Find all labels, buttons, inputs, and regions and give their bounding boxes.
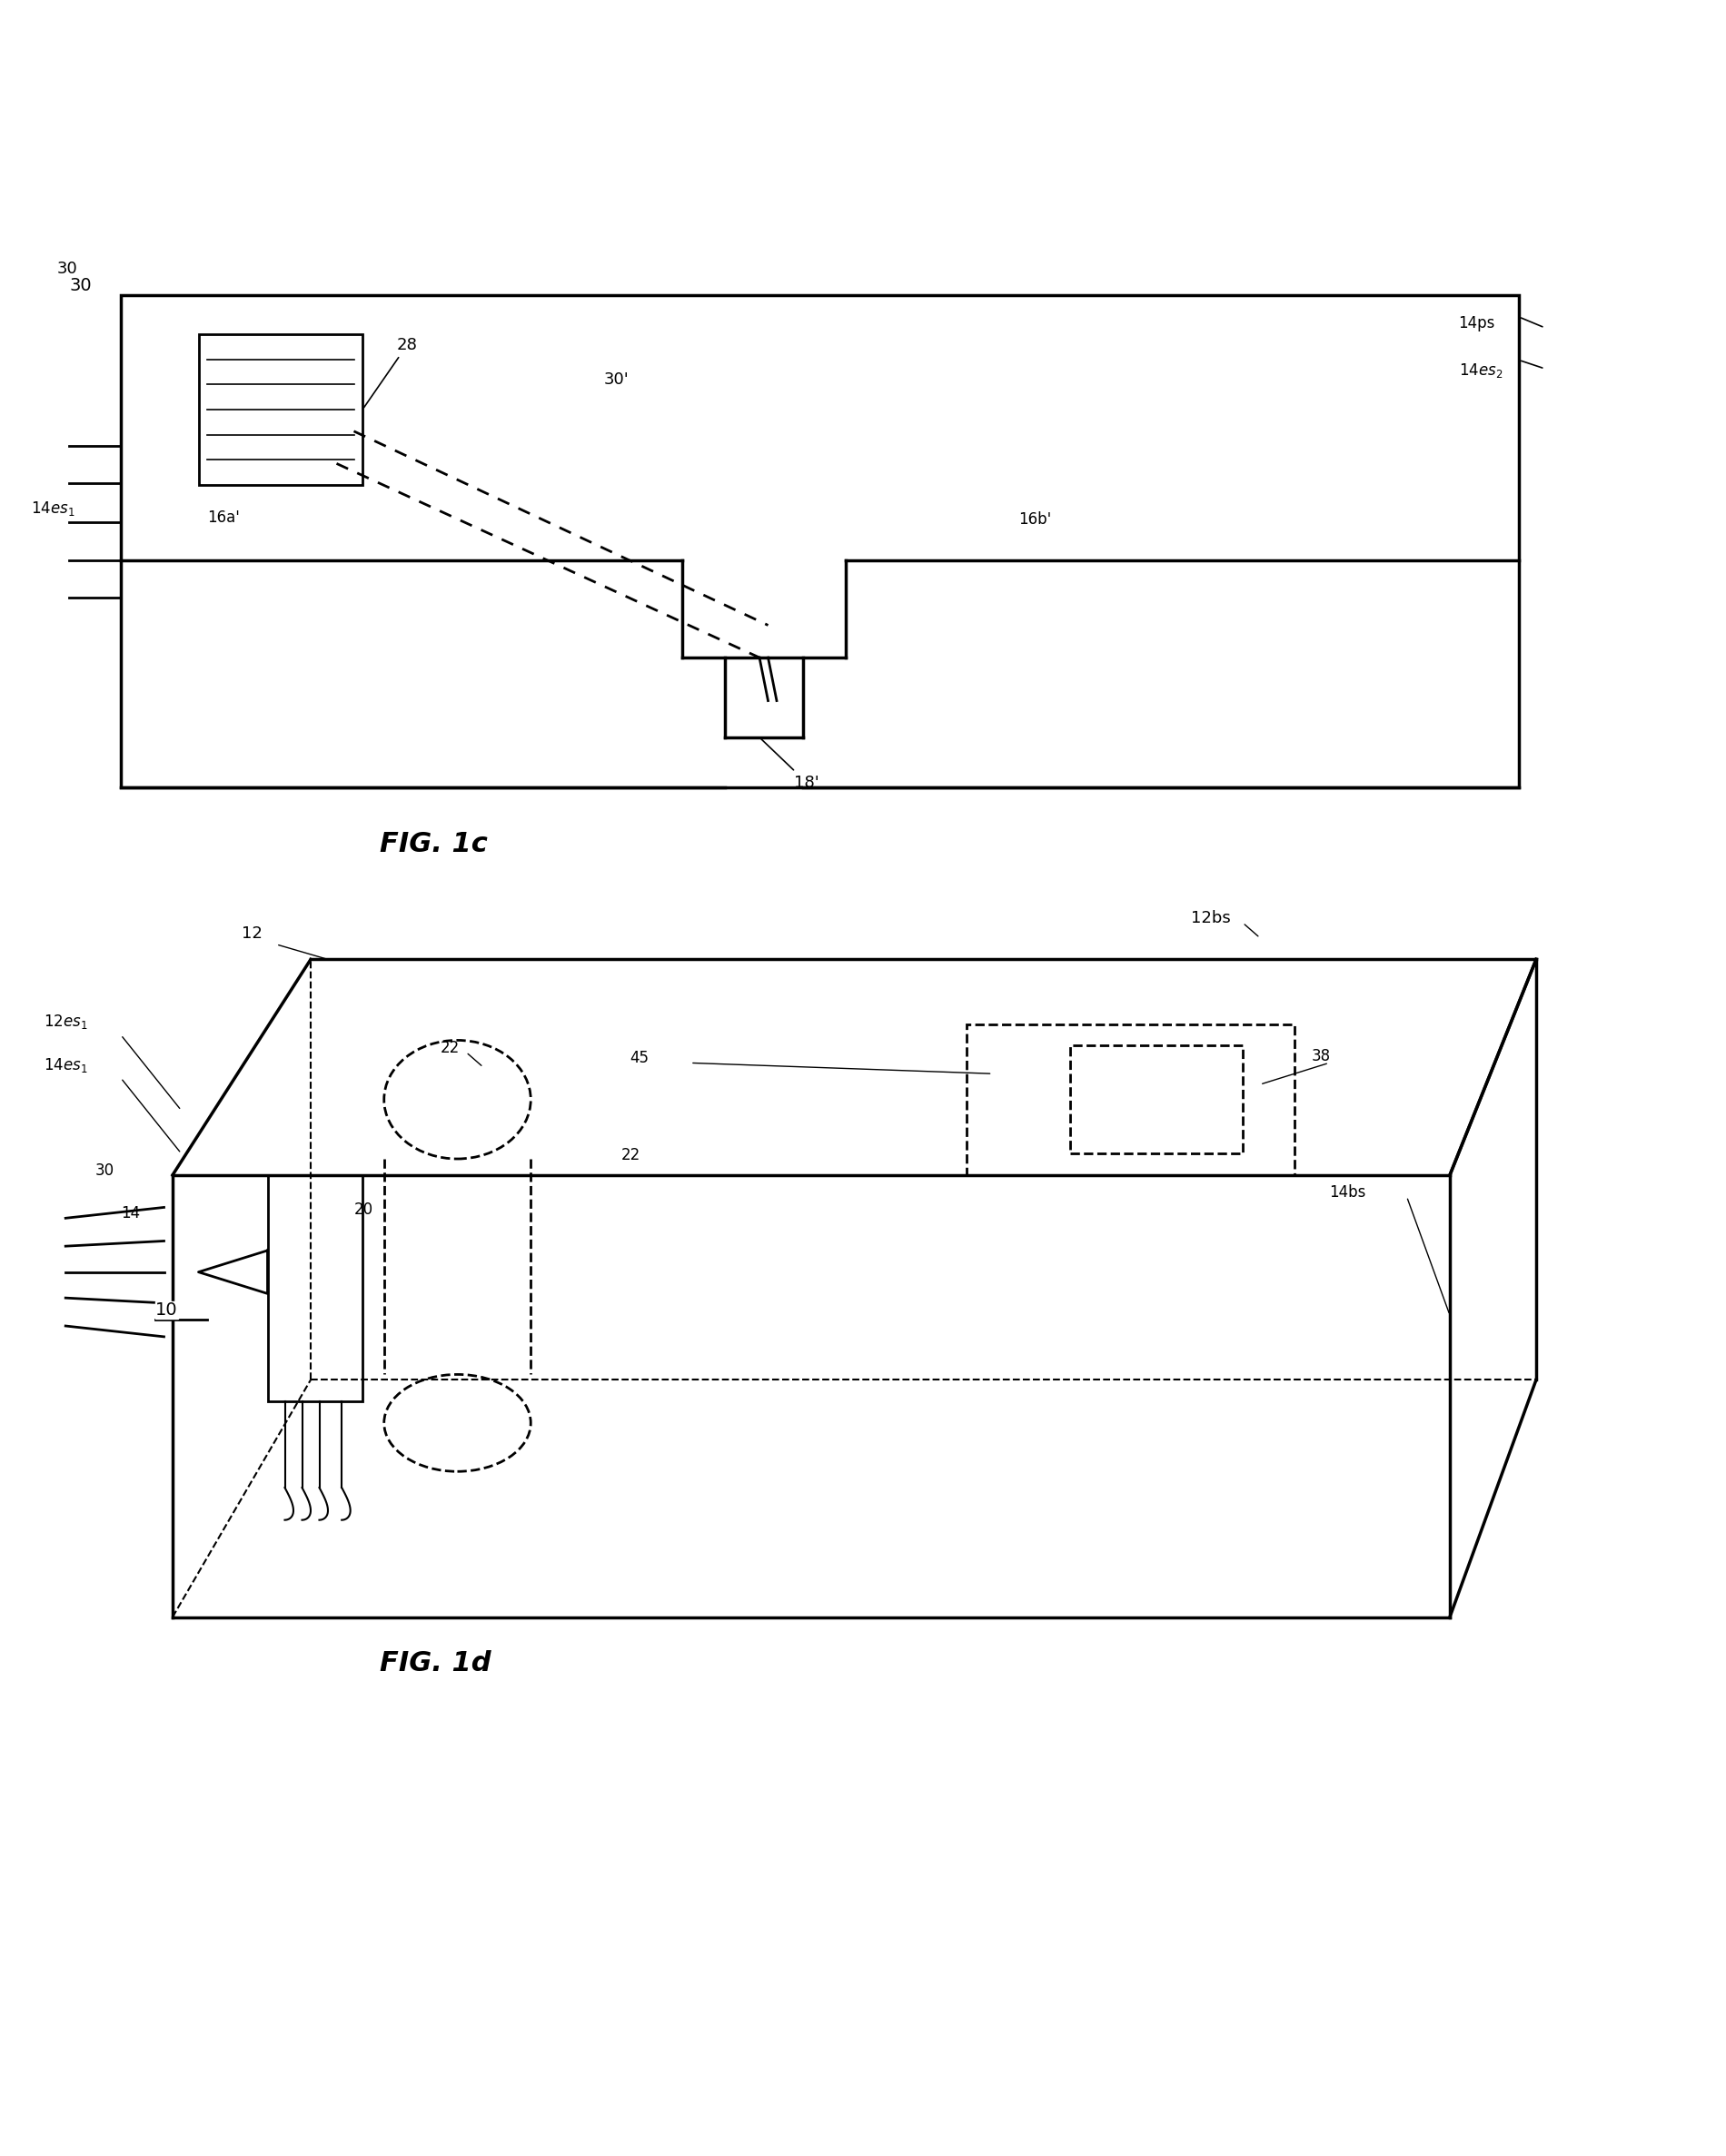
Text: 30: 30 [57,261,78,278]
Bar [121,295,1519,787]
Bar [198,334,362,485]
Bar [967,1024,1294,1175]
Text: 14: 14 [121,1205,140,1222]
Text: 28: 28 [364,336,418,407]
Text: 38: 38 [1312,1048,1331,1065]
Text: $14es_1$: $14es_1$ [43,1056,86,1074]
Text: 22: 22 [621,1147,640,1164]
Text: 16b': 16b' [1018,511,1051,528]
Text: 14bs: 14bs [1329,1184,1365,1201]
Text: 12bs: 12bs [1191,910,1231,927]
Text: $12es_1$: $12es_1$ [43,1013,86,1031]
Text: 14ps: 14ps [1458,315,1495,332]
Text: 30: 30 [95,1162,114,1179]
Text: 20: 20 [354,1201,373,1218]
Text: FIG. 1d: FIG. 1d [380,1649,492,1677]
Text: 16a': 16a' [207,509,240,526]
Text: 45: 45 [630,1050,649,1067]
Text: 18': 18' [761,740,820,791]
Text: 10: 10 [155,1302,178,1319]
Bar [268,1175,362,1401]
Text: 22: 22 [440,1039,459,1056]
Bar [1070,1046,1243,1153]
Text: $14es_1$: $14es_1$ [31,500,74,517]
Text: 12: 12 [242,925,262,942]
Text: FIG. 1c: FIG. 1c [380,830,488,858]
Text: 30': 30' [604,371,630,388]
Text: $14es_2$: $14es_2$ [1458,362,1502,379]
Text: 30: 30 [69,278,91,295]
